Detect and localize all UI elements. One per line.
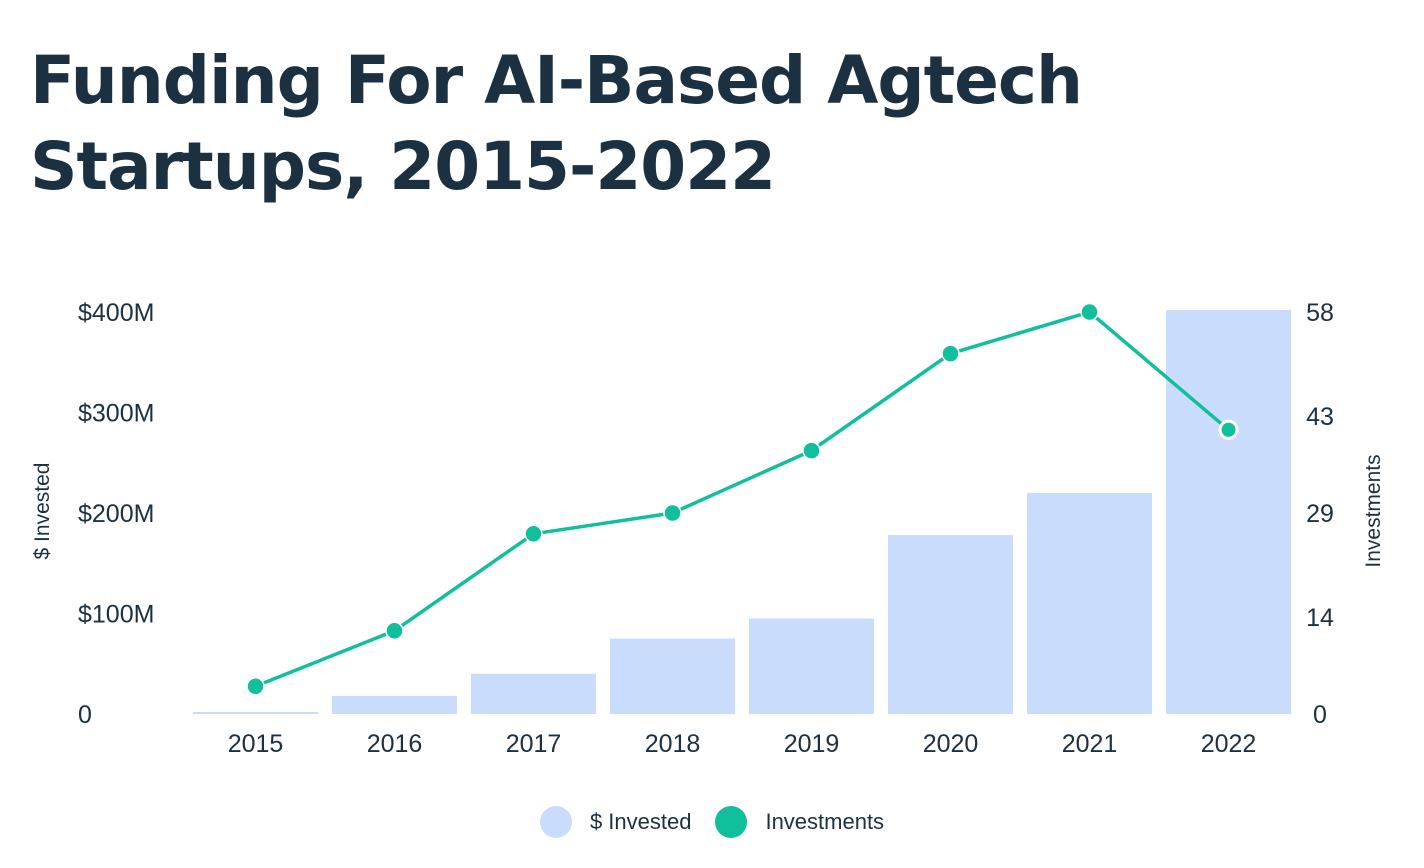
right-tick-label: 0 [1313, 701, 1327, 729]
point-2018[interactable] [663, 503, 682, 523]
bar-series-invested [192, 310, 1292, 715]
investments-line [254, 310, 1230, 688]
point-2020[interactable] [941, 344, 960, 363]
y-axis-title-right: Investments [1362, 454, 1385, 567]
left-tick-label: $300M [78, 400, 154, 428]
legend-label-invested: $ Invested [589, 809, 692, 834]
right-tick-label: 14 [1306, 604, 1334, 632]
point-2022[interactable] [1218, 419, 1239, 440]
legend-swatch-invested [539, 806, 572, 838]
x-tick-label: 2020 [923, 730, 979, 758]
left-tick-label: $400M [78, 299, 154, 327]
legend-item-investments[interactable]: Investments [715, 806, 884, 838]
combo-chart: 0 $100M $200M $300M $400M 0 14 29 43 58 2015 2016… [31, 299, 1385, 758]
right-axis-ticks: 0 14 29 43 58 [1306, 299, 1334, 729]
point-2017[interactable] [524, 524, 543, 544]
right-tick-label: 43 [1306, 403, 1334, 431]
point-2015[interactable] [246, 677, 265, 696]
x-tick-label: 2016 [367, 730, 423, 758]
x-axis-ticks: 2015 2016 2017 2018 2019 2020 2021 2022 [228, 730, 1257, 758]
bar-2017[interactable] [470, 673, 596, 714]
bar-2018[interactable] [610, 638, 736, 714]
legend-swatch-investments [715, 806, 748, 838]
x-tick-label: 2021 [1062, 730, 1118, 758]
point-2019[interactable] [802, 441, 821, 460]
bar-2021[interactable] [1027, 492, 1153, 714]
x-tick-label: 2015 [228, 730, 284, 758]
bar-2019[interactable] [749, 618, 875, 715]
left-tick-label: 0 [78, 701, 92, 729]
legend: $ Invested Investments [0, 806, 1424, 838]
left-tick-label: $200M [78, 500, 154, 528]
bar-2016[interactable] [331, 695, 457, 714]
point-2016[interactable] [385, 621, 404, 641]
bar-2020[interactable] [888, 535, 1014, 714]
x-tick-label: 2017 [506, 730, 562, 758]
left-tick-label: $100M [78, 601, 154, 629]
right-tick-label: 29 [1306, 500, 1334, 528]
legend-item-invested[interactable]: $ Invested [539, 806, 692, 838]
bar-2022[interactable] [1166, 310, 1292, 714]
chart-title: Funding For AI-Based Agtech Startups, 20… [30, 42, 1083, 205]
x-tick-label: 2018 [645, 730, 701, 758]
x-tick-label: 2022 [1201, 730, 1257, 758]
bar-2015[interactable] [192, 712, 318, 714]
legend-label-investments: Investments [765, 809, 885, 834]
x-tick-label: 2019 [784, 730, 840, 758]
right-tick-label: 58 [1306, 299, 1334, 327]
line-series-investments [246, 302, 1239, 696]
left-axis-ticks: 0 $100M $200M $300M $400M [78, 299, 154, 729]
y-axis-title-left: $ Invested [31, 463, 54, 560]
point-2021[interactable] [1080, 302, 1099, 322]
